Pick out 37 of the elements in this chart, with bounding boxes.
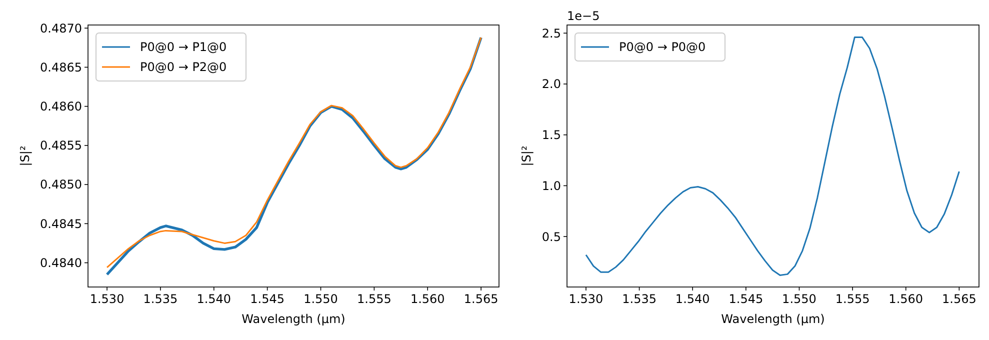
line-series xyxy=(585,36,960,276)
x-axis-title: Wavelength (µm) xyxy=(721,312,825,326)
y-tick-label: 1.0 xyxy=(542,178,561,193)
x-tick-label: 1.555 xyxy=(357,292,392,306)
x-tick-label: 1.555 xyxy=(835,292,870,306)
y-axis-title: |S|² xyxy=(520,146,534,166)
x-tick-label: 1.550 xyxy=(782,292,816,306)
x-tick-label: 1.545 xyxy=(728,292,764,306)
x-tick-label: 1.550 xyxy=(304,292,338,306)
x-tick-label: 1.560 xyxy=(888,292,924,306)
y-tick-label: 2.5 xyxy=(542,26,561,40)
y-tick-label: 0.4850 xyxy=(40,178,82,192)
x-tick-label: 1.540 xyxy=(196,292,232,306)
y-tick-label: 0.4860 xyxy=(40,100,82,114)
legend-label: P0@0 → P0@0 xyxy=(619,40,706,54)
x-tick-label: 1.565 xyxy=(942,292,976,306)
x-tick-label: 1.530 xyxy=(568,292,604,306)
text: 1e−5 xyxy=(567,9,600,23)
x-tick-label: 1.535 xyxy=(622,292,656,306)
x-tick-label: 1.565 xyxy=(464,292,498,306)
y-tick-label: 0.4845 xyxy=(40,216,82,231)
x-tick-label: 1.540 xyxy=(675,292,710,306)
x-tick-label: 1.535 xyxy=(143,292,178,306)
y-tick-label: 0.5 xyxy=(542,230,561,244)
y-tick-label: 2.0 xyxy=(542,77,561,92)
legend-label: P0@0 → P1@0 xyxy=(140,40,227,54)
y-tick-label: 0.4865 xyxy=(40,60,82,74)
legend-label: P0@0 → P2@0 xyxy=(140,60,227,74)
y-axis-title: |S|² xyxy=(18,146,32,166)
y-tick-label: 0.4840 xyxy=(40,256,82,270)
y-tick-label: 0.4870 xyxy=(40,21,82,36)
x-tick-label: 1.560 xyxy=(410,292,445,306)
x-tick-label: 1.530 xyxy=(90,292,124,306)
x-axis-title: Wavelength (µm) xyxy=(242,312,346,326)
x-tick-label: 1.545 xyxy=(250,292,284,306)
y-tick-label: 1.5 xyxy=(542,128,561,142)
y-tick-label: 0.4855 xyxy=(40,138,82,153)
